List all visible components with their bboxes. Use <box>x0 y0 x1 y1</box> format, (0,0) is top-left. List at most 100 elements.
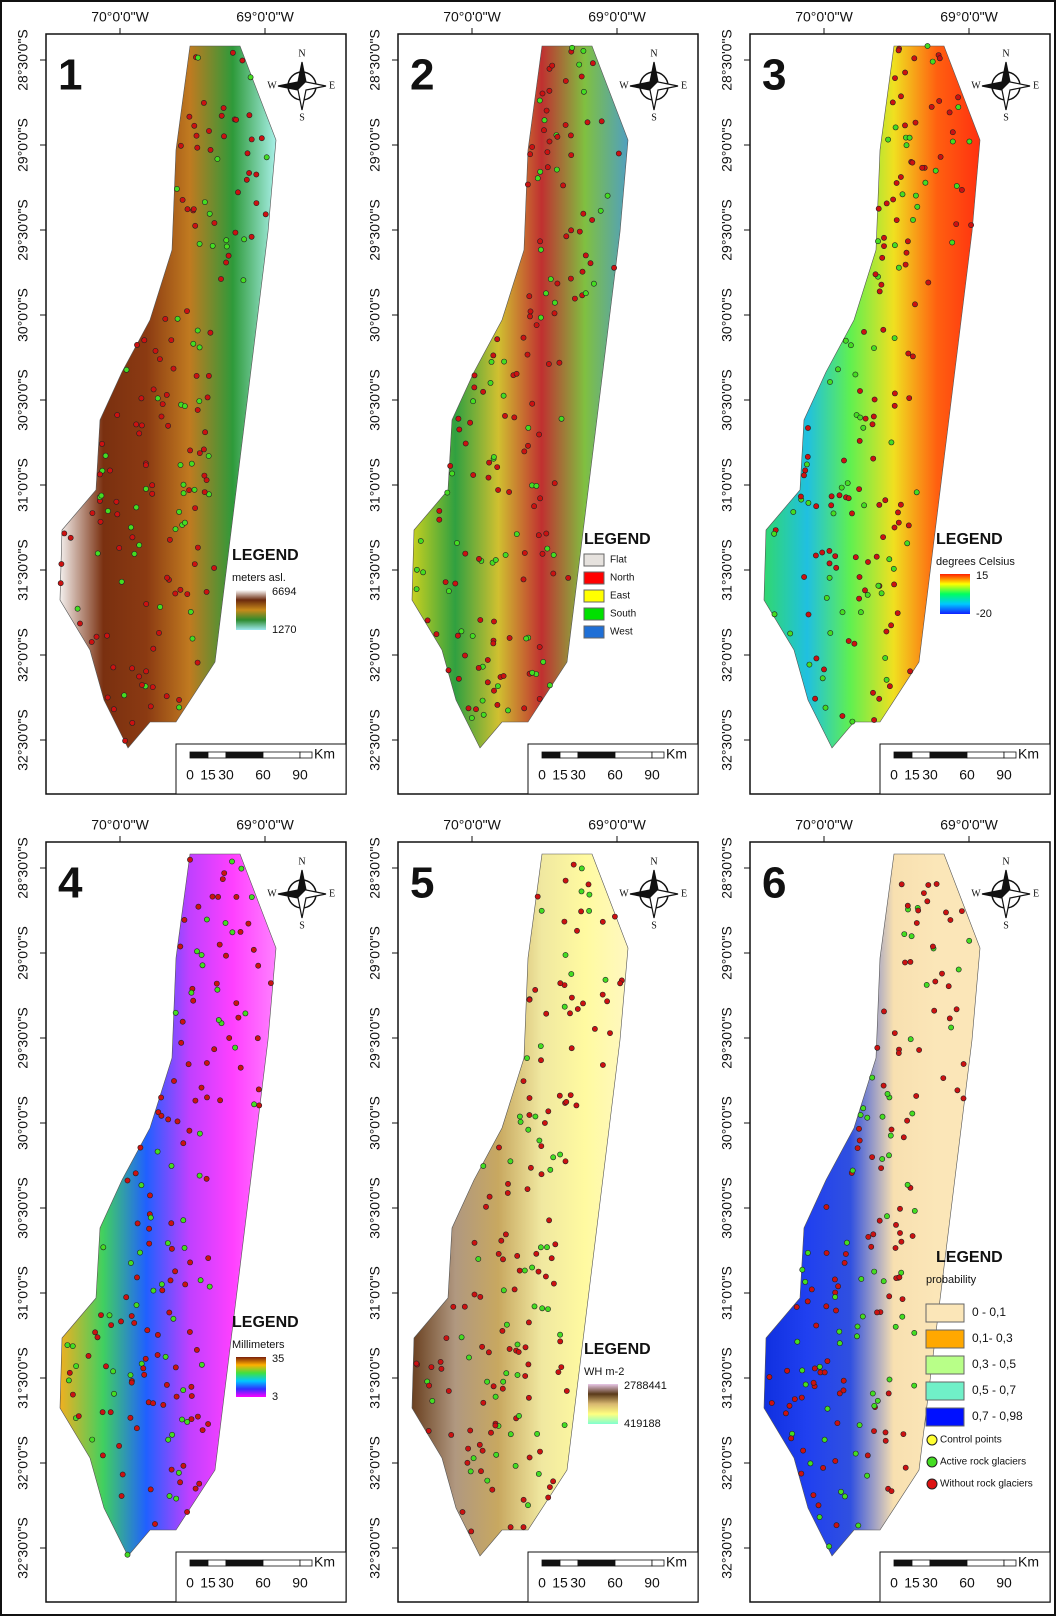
sample-point <box>900 1297 905 1302</box>
lon-label: 69°0'0"W <box>236 817 294 833</box>
sample-point <box>892 525 897 530</box>
sample-point <box>501 1379 506 1384</box>
sample-point <box>897 1275 902 1280</box>
sample-point <box>425 618 430 623</box>
sample-point <box>434 632 439 637</box>
sample-point <box>111 1391 116 1396</box>
compass-w: W <box>267 888 277 899</box>
sample-point <box>155 1332 160 1337</box>
sample-point <box>772 531 777 536</box>
sample-point <box>502 359 507 364</box>
sample-point <box>167 1493 172 1498</box>
sample-point <box>943 910 948 915</box>
scale-label: 30 <box>922 767 938 783</box>
sample-point <box>892 336 897 341</box>
sample-point <box>812 1366 817 1371</box>
sample-point <box>481 712 486 717</box>
sample-point <box>171 1316 176 1321</box>
sample-point <box>842 1494 847 1499</box>
sample-point <box>459 629 464 634</box>
legend-title: LEGEND <box>232 1314 299 1331</box>
sample-point <box>188 448 193 453</box>
sample-point <box>495 337 500 342</box>
sample-point <box>134 505 139 510</box>
legend-label: Active rock glaciers <box>940 1457 1026 1468</box>
sample-point <box>223 953 228 958</box>
sample-point <box>205 395 210 400</box>
sample-point <box>542 1120 547 1125</box>
sample-point <box>495 702 500 707</box>
sample-point <box>840 610 845 615</box>
sample-point <box>58 581 63 586</box>
lat-label: 31°30'0"S <box>15 1347 31 1409</box>
sample-point <box>579 866 584 871</box>
sample-point <box>469 715 474 720</box>
sample-point <box>175 1119 180 1124</box>
sample-point <box>860 1314 865 1319</box>
sample-point <box>142 1372 147 1377</box>
sample-point <box>850 1168 855 1173</box>
sample-point <box>137 431 142 436</box>
sample-point <box>70 1344 75 1349</box>
sample-point <box>893 1222 898 1227</box>
sample-point <box>526 1127 531 1132</box>
sample-point <box>478 617 483 622</box>
sample-point <box>875 239 880 244</box>
scale-label: 0 <box>890 767 898 783</box>
sample-point <box>535 894 540 899</box>
scale-label: 15 <box>904 1575 920 1591</box>
sample-point <box>838 1489 843 1494</box>
sample-point <box>150 491 155 496</box>
sample-point <box>872 1269 877 1274</box>
sample-point <box>877 696 882 701</box>
sample-point <box>117 545 122 550</box>
sample-point <box>961 1061 966 1066</box>
sample-point <box>857 487 862 492</box>
sample-point <box>500 1328 505 1333</box>
sample-point <box>865 592 870 597</box>
sample-point <box>893 1324 898 1329</box>
sample-point <box>894 218 899 223</box>
sample-point <box>558 1152 563 1157</box>
sample-point <box>98 1313 103 1318</box>
sample-point <box>890 100 895 105</box>
sample-point <box>577 62 582 67</box>
sample-point <box>857 1138 862 1143</box>
sample-point <box>967 139 972 144</box>
sample-point <box>470 633 475 638</box>
sample-point <box>130 666 135 671</box>
sample-point <box>887 1377 892 1382</box>
sample-point <box>103 1364 108 1369</box>
sample-point <box>469 1529 474 1534</box>
sample-point <box>485 680 490 685</box>
lat-label: 31°30'0"S <box>719 539 735 601</box>
sample-point <box>456 416 461 421</box>
sample-point <box>857 388 862 393</box>
sample-point <box>481 1400 486 1405</box>
sample-point <box>950 240 955 245</box>
sample-point <box>254 172 259 177</box>
lat-label: 28°30'0"S <box>367 837 383 899</box>
sample-point <box>525 1503 530 1508</box>
sample-point <box>197 451 202 456</box>
sample-point <box>159 1113 164 1118</box>
lat-label: 29°0'0"S <box>719 926 735 980</box>
sample-point <box>840 713 845 718</box>
sample-point <box>480 1448 485 1453</box>
sample-point <box>561 183 566 188</box>
sample-point <box>821 667 826 672</box>
sample-point <box>139 682 144 687</box>
sample-point <box>171 1078 176 1083</box>
panel-number: 1 <box>58 51 82 100</box>
scale-segment <box>652 752 664 758</box>
lon-label: 70°0'0"W <box>91 9 149 25</box>
sample-point <box>916 908 921 913</box>
sample-point <box>488 380 493 385</box>
sample-point <box>187 114 192 119</box>
scale-label: 90 <box>996 1575 1012 1591</box>
sample-point <box>191 207 196 212</box>
sample-point <box>538 315 543 320</box>
sample-point <box>552 481 557 486</box>
sample-point <box>544 1245 549 1250</box>
sample-point <box>446 668 451 673</box>
